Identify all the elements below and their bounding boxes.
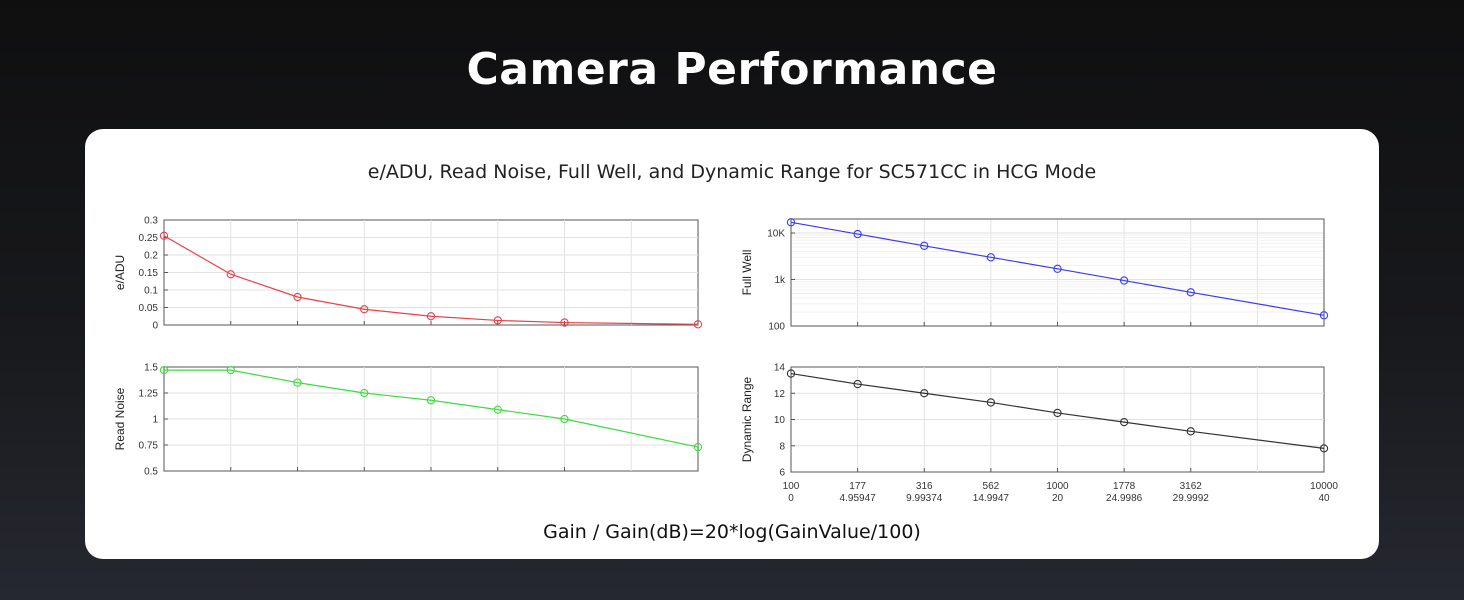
eadu-ytick-label: 0.3: [144, 216, 158, 227]
fullwell-panel: 100 1k 10K Full Well: [740, 218, 1329, 333]
eadu-data-point: [493, 316, 502, 325]
readnoise-data-point: [693, 442, 703, 452]
eadu-ytick-label: 0.05: [139, 303, 159, 314]
x-axis-label: Gain / Gain(dB)=20*log(GainValue/100): [543, 521, 921, 543]
readnoise-panel: 0.5 0.75 1 1.25 1.5 Read Noise: [113, 363, 703, 478]
xtick-label-db: 24.9986: [1106, 493, 1143, 504]
chart-card: e/ADU, Read Noise, Full Well, and Dynami…: [85, 129, 1379, 559]
fullwell-data-point: [853, 229, 862, 239]
readnoise-data-point: [226, 365, 235, 375]
fullwell-data-point: [1186, 288, 1195, 297]
xtick-label-db: 4.95947: [840, 493, 877, 504]
readnoise-data-point: [560, 414, 569, 424]
eadu-data-point: [293, 292, 302, 302]
chart-title: e/ADU, Read Noise, Full Well, and Dynami…: [367, 161, 1097, 183]
eadu-data-point: [693, 320, 703, 329]
dynrange-series-line: [790, 372, 1325, 449]
fullwell-data-point: [1053, 264, 1062, 273]
fullwell-data-point: [986, 253, 996, 262]
eadu-series-line: [163, 235, 699, 325]
readnoise-ytick-label: 0.5: [144, 467, 158, 478]
dynrange-data-point: [986, 398, 996, 407]
readnoise-ytick-label: 1: [152, 415, 158, 426]
readnoise-data-point: [293, 378, 302, 387]
dynrange-ytick-label: 12: [774, 389, 786, 400]
eadu-data-point: [560, 318, 569, 327]
xtick-label-db: 20: [1052, 493, 1064, 504]
dynrange-ylabel: Dynamic Range: [740, 376, 754, 462]
dynrange-ytick-label: 14: [774, 363, 786, 374]
xtick-label-db: 9.99374: [906, 493, 943, 504]
fullwell-series-line: [790, 221, 1325, 316]
dynrange-data-point: [786, 369, 796, 378]
xtick-label-db: 40: [1318, 493, 1330, 504]
xtick-label-gain: 316: [916, 481, 933, 492]
readnoise-ytick-label: 1.5: [144, 363, 158, 374]
fullwell-ylabel: Full Well: [740, 250, 754, 296]
fullwell-ytick-label: 100: [768, 322, 785, 333]
dynrange-data-point: [1119, 417, 1129, 427]
readnoise-ylabel: Read Noise: [113, 387, 127, 450]
dynrange-ytick-label: 8: [779, 441, 785, 452]
dynrange-data-point: [920, 389, 929, 398]
dynrange-data-point: [853, 379, 862, 389]
eadu-ytick-label: 0.1: [144, 286, 158, 297]
eadu-ytick-label: 0.15: [139, 268, 159, 279]
dynrange-data-point: [1319, 444, 1329, 453]
readnoise-data-point: [426, 396, 436, 405]
fullwell-data-point: [1119, 276, 1129, 285]
readnoise-data-point: [159, 365, 169, 375]
fullwell-data-point: [920, 241, 929, 250]
xtick-label-gain: 1000: [1046, 481, 1069, 492]
eadu-ytick-label: 0: [152, 321, 158, 332]
readnoise-data-point: [360, 388, 369, 398]
eadu-panel: 0 0.05 0.1 0.15 0.2 0.25 0.3 e/ADU: [113, 216, 703, 332]
dynrange-data-point: [1053, 408, 1062, 418]
dynrange-ytick-label: 10: [774, 415, 786, 426]
dynrange-data-point: [1186, 427, 1195, 436]
fullwell-data-point: [786, 218, 796, 227]
eadu-ylabel: e/ADU: [113, 255, 127, 290]
chart-plots: 00.050.10.150.20.250.3e/ADU1001k10KFull …: [113, 216, 1338, 505]
xtick-label-gain: 10000: [1310, 481, 1338, 492]
readnoise-ytick-label: 0.75: [139, 441, 159, 452]
dynrange-ytick-label: 6: [779, 468, 785, 479]
xtick-label-gain: 562: [983, 481, 1000, 492]
xtick-label-db: 14.9947: [973, 493, 1010, 504]
eadu-data-point: [426, 312, 436, 321]
eadu-data-point: [159, 231, 169, 240]
fullwell-ytick-label: 1k: [774, 275, 786, 286]
xtick-label-db: 29.9992: [1173, 493, 1210, 504]
eadu-ytick-label: 0.2: [144, 251, 158, 262]
readnoise-series-line: [164, 369, 699, 448]
xtick-label-gain: 177: [849, 481, 866, 492]
xtick-label-db: 0: [788, 493, 794, 504]
page-title: Camera Performance: [466, 44, 998, 95]
xtick-label-gain: 3162: [1180, 481, 1203, 492]
xtick-label-gain: 1778: [1113, 481, 1136, 492]
eadu-data-point: [360, 305, 369, 314]
readnoise-ytick-label: 1.25: [139, 389, 159, 400]
readnoise-data-point: [493, 405, 502, 414]
fullwell-ytick-label: 10K: [767, 228, 785, 239]
eadu-data-point: [226, 270, 235, 279]
eadu-ytick-label: 0.25: [139, 233, 159, 244]
xtick-label-gain: 100: [783, 481, 800, 492]
fullwell-data-point: [1319, 311, 1329, 320]
